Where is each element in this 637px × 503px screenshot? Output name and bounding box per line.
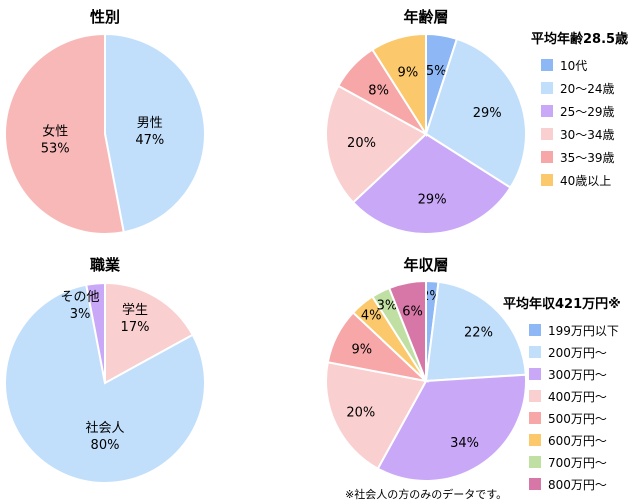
slice-name-label: 学生	[122, 302, 148, 318]
slice-value-label: 9%	[352, 342, 373, 357]
slice-value-label: 3%	[70, 307, 91, 322]
legend-label: 200万円〜	[548, 346, 607, 360]
slice-value-label: 5%	[426, 64, 447, 79]
pie-slice	[325, 84, 428, 204]
slice-value-label: 9%	[398, 66, 419, 81]
legend-swatch	[529, 346, 541, 358]
pie-slice	[4, 283, 206, 484]
legend-swatch	[529, 456, 541, 468]
pie-chart-2: 年齢層 5% 29% 29% 20% 8% 9% 平均年齢28.5歳 10代 20〜24歳 25〜2…	[325, 8, 628, 235]
slice-value-label: 80%	[91, 438, 120, 453]
legend-swatch	[529, 478, 541, 490]
legend-title: 平均年齢28.5歳	[531, 31, 628, 47]
slice-name-label: 男性	[137, 116, 163, 131]
legend-swatch	[541, 59, 553, 71]
legend-label: 35〜39歳	[560, 151, 615, 165]
legend-title: 平均年収421万円※	[503, 296, 621, 312]
pie-slice	[325, 361, 428, 470]
pie-slice	[424, 37, 527, 189]
slice-value-label: 20%	[346, 406, 375, 421]
legend-swatch	[541, 128, 553, 140]
pie-slice	[351, 132, 512, 235]
legend-swatch	[529, 390, 541, 402]
legend-label: 600万円〜	[548, 434, 607, 448]
legend-swatch	[529, 434, 541, 446]
slice-value-label: 20%	[347, 136, 376, 151]
slice-value-label: 8%	[368, 84, 389, 99]
legend-label: 400万円〜	[548, 390, 607, 404]
legend-swatch	[529, 368, 541, 380]
legend-label: 30〜34歳	[560, 128, 615, 142]
slice-value-label: 29%	[418, 193, 447, 208]
legend-label: 300万円〜	[548, 368, 607, 382]
legend-swatch	[529, 324, 541, 336]
legend-label: 20〜24歳	[560, 82, 615, 96]
slice-value-label: 29%	[473, 106, 502, 121]
legend-swatch	[541, 82, 553, 94]
footnote: ※社会人の方のみのデータです。	[345, 487, 507, 501]
legend-label: 800万円〜	[548, 478, 607, 492]
legend-label: 40歳以上	[560, 174, 611, 188]
pie-slice	[85, 281, 106, 384]
slice-value-label: 22%	[464, 326, 493, 341]
legend-swatch	[541, 105, 553, 117]
pie-slice	[104, 281, 194, 385]
legend-label: 10代	[560, 59, 587, 73]
slice-value-label: 6%	[402, 304, 423, 319]
chart-title: 年収層	[403, 256, 448, 274]
slice-name-label: 女性	[42, 124, 68, 140]
slice-value-label: 3%	[377, 298, 398, 313]
pie-slice	[387, 279, 427, 382]
legend-swatch	[541, 174, 553, 186]
legend-label: 199万円以下	[548, 324, 619, 338]
pie-slice	[424, 280, 527, 383]
slice-value-label: 47%	[135, 133, 164, 148]
slice-name-label: その他	[60, 290, 99, 305]
slice-value-label: 53%	[41, 142, 70, 157]
legend-swatch	[541, 151, 553, 163]
pie-slice	[104, 32, 206, 234]
slice-value-label: 34%	[450, 436, 479, 451]
legend-label: 25〜29歳	[560, 105, 615, 119]
slice-name-label: 社会人	[85, 420, 124, 436]
legend-label: 500万円〜	[548, 412, 607, 426]
slice-value-label: 4%	[361, 309, 382, 324]
slice-value-label: 17%	[121, 320, 150, 335]
legend-swatch	[529, 412, 541, 424]
chart-title: 性別	[90, 8, 120, 26]
pie-slice	[371, 32, 427, 138]
pie-slice	[4, 32, 125, 235]
legend-label: 700万円〜	[548, 456, 607, 470]
chart-title: 年齢層	[403, 8, 448, 26]
chart-title: 職業	[90, 256, 121, 274]
